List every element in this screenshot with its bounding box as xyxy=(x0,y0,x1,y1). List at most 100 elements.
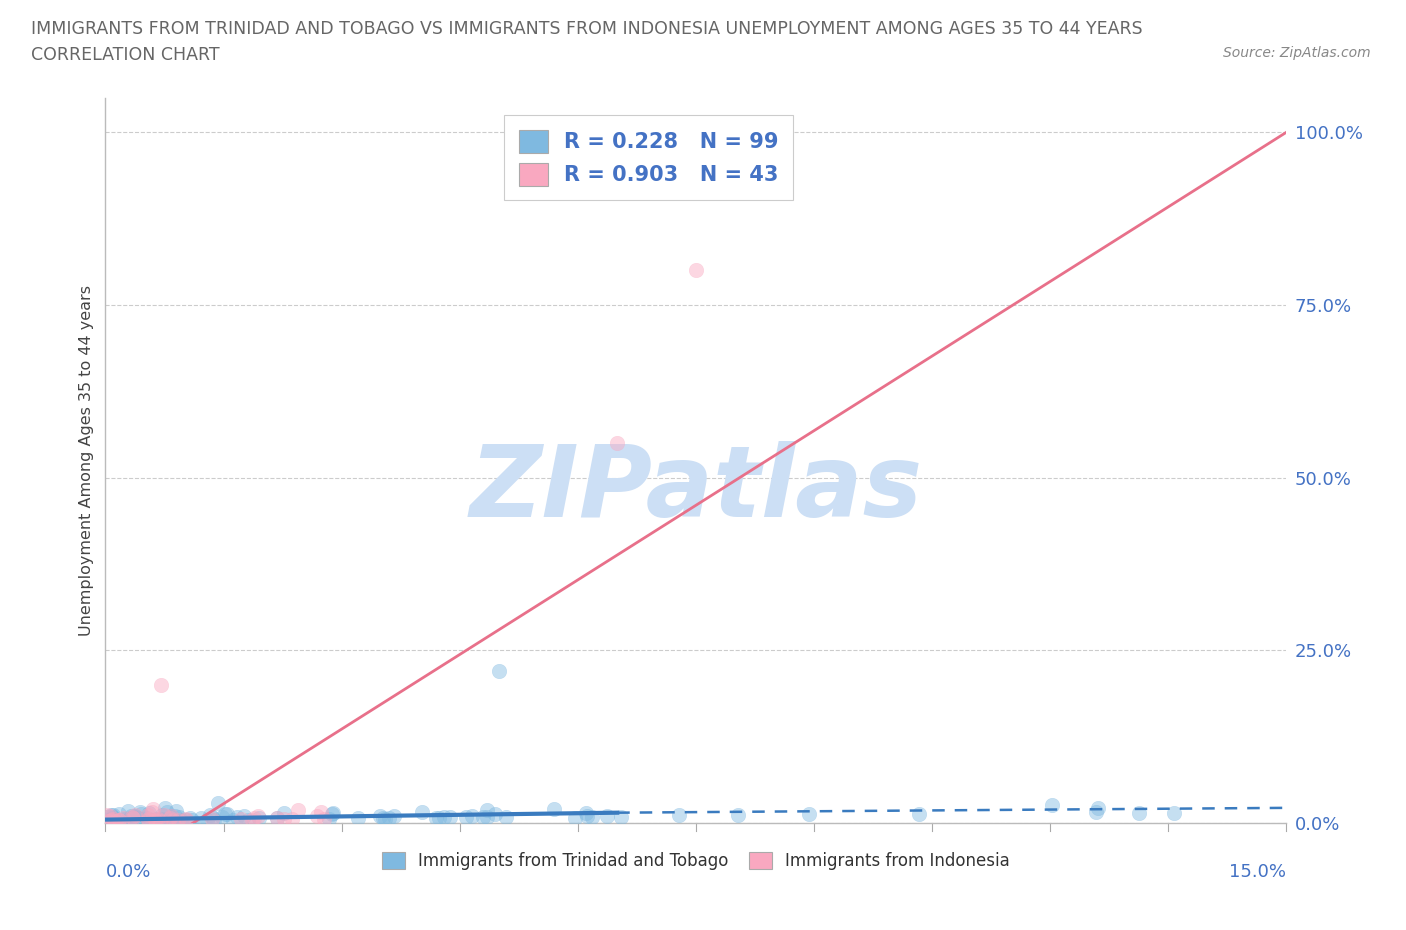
Point xyxy=(129,804,152,819)
Point xyxy=(160,808,183,823)
Point xyxy=(101,810,124,825)
Point xyxy=(136,811,159,826)
Point xyxy=(318,812,340,827)
Point xyxy=(142,802,165,817)
Point xyxy=(215,807,238,822)
Point xyxy=(461,808,484,823)
Point xyxy=(149,677,172,692)
Point xyxy=(129,807,152,822)
Point xyxy=(484,807,506,822)
Point xyxy=(575,808,598,823)
Point xyxy=(127,810,149,825)
Point xyxy=(179,811,201,826)
Point xyxy=(495,810,517,825)
Point xyxy=(427,811,450,826)
Point xyxy=(120,808,142,823)
Point xyxy=(222,813,245,828)
Point xyxy=(145,814,167,829)
Point xyxy=(138,813,160,828)
Point xyxy=(454,809,477,824)
Point xyxy=(685,263,707,278)
Point xyxy=(797,806,820,821)
Point xyxy=(201,811,224,826)
Point xyxy=(371,810,394,825)
Point xyxy=(229,812,252,827)
Point xyxy=(124,808,146,823)
Point xyxy=(96,808,118,823)
Point xyxy=(907,806,929,821)
Point xyxy=(139,813,162,828)
Point xyxy=(595,809,617,824)
Point xyxy=(610,809,633,824)
Point xyxy=(214,807,236,822)
Point xyxy=(112,812,135,827)
Point xyxy=(202,813,225,828)
Point xyxy=(101,807,124,822)
Point xyxy=(141,804,163,819)
Point xyxy=(382,809,405,824)
Point xyxy=(146,813,169,828)
Point xyxy=(606,435,628,450)
Point xyxy=(668,808,690,823)
Point xyxy=(108,813,131,828)
Point xyxy=(266,810,288,825)
Point xyxy=(156,804,179,819)
Point xyxy=(145,811,167,826)
Point xyxy=(273,805,295,820)
Point xyxy=(246,808,269,823)
Point xyxy=(100,807,122,822)
Point xyxy=(98,808,121,823)
Point xyxy=(162,813,184,828)
Point xyxy=(195,812,218,827)
Point xyxy=(152,807,174,822)
Point xyxy=(1128,805,1150,820)
Text: Source: ZipAtlas.com: Source: ZipAtlas.com xyxy=(1223,46,1371,60)
Point xyxy=(149,812,172,827)
Point xyxy=(138,806,160,821)
Point xyxy=(1163,805,1185,820)
Point xyxy=(167,810,190,825)
Point xyxy=(165,804,187,818)
Text: CORRELATION CHART: CORRELATION CHART xyxy=(31,46,219,64)
Point xyxy=(165,809,187,824)
Text: ZIPatlas: ZIPatlas xyxy=(470,441,922,538)
Point xyxy=(149,814,172,829)
Text: 15.0%: 15.0% xyxy=(1229,863,1286,881)
Point xyxy=(160,813,183,828)
Point xyxy=(159,811,181,826)
Text: IMMIGRANTS FROM TRINIDAD AND TOBAGO VS IMMIGRANTS FROM INDONESIA UNEMPLOYMENT AM: IMMIGRANTS FROM TRINIDAD AND TOBAGO VS I… xyxy=(31,20,1143,38)
Point xyxy=(111,810,134,825)
Point xyxy=(104,814,127,829)
Point xyxy=(411,804,433,819)
Point xyxy=(201,812,224,827)
Point xyxy=(1087,801,1109,816)
Point xyxy=(136,807,159,822)
Text: 0.0%: 0.0% xyxy=(105,863,150,881)
Point xyxy=(101,811,124,826)
Point xyxy=(124,808,146,823)
Point xyxy=(169,813,191,828)
Point xyxy=(243,810,266,825)
Point xyxy=(157,813,180,828)
Y-axis label: Unemployment Among Ages 35 to 44 years: Unemployment Among Ages 35 to 44 years xyxy=(79,285,94,636)
Point xyxy=(101,812,124,827)
Point xyxy=(1084,804,1107,819)
Point xyxy=(104,812,127,827)
Point xyxy=(121,810,143,825)
Point xyxy=(305,809,328,824)
Point xyxy=(575,805,598,820)
Point xyxy=(167,813,190,828)
Point xyxy=(190,810,212,825)
Point xyxy=(374,811,396,826)
Point xyxy=(281,811,304,826)
Point xyxy=(97,814,120,829)
Point xyxy=(312,811,335,826)
Point xyxy=(322,806,344,821)
Point xyxy=(564,810,586,825)
Point xyxy=(117,804,139,818)
Point xyxy=(377,811,399,826)
Point xyxy=(471,810,494,825)
Point xyxy=(174,812,197,827)
Point xyxy=(266,811,288,826)
Point xyxy=(115,812,138,827)
